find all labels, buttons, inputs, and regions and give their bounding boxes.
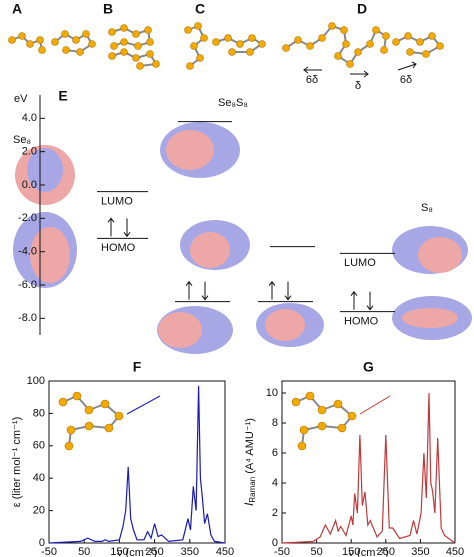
electron-arrow-head: [201, 295, 209, 301]
inset-atom: [299, 425, 309, 435]
inset-atom: [305, 391, 315, 401]
orbital-clouds: [13, 122, 472, 354]
inset-atom: [64, 441, 74, 451]
delta-label: δ: [355, 80, 361, 92]
y-axis-label: IRaman (A⁴ AMU⁻¹): [242, 418, 257, 506]
electron-arrow-head: [284, 295, 292, 301]
electron-arrow-head: [350, 290, 358, 296]
molecule-sketches: [8, 22, 444, 78]
y-tick-label: -2.0: [18, 212, 37, 224]
x-tick-label: 250: [145, 546, 163, 557]
inset-atom: [58, 397, 68, 407]
electron-arrow-head: [107, 217, 115, 223]
inset-atom: [337, 423, 347, 433]
inset-atom: [84, 421, 94, 431]
x-tick-label: 350: [411, 546, 429, 557]
plot-frame: [48, 380, 226, 544]
level-label: HOMO: [101, 242, 136, 254]
x-tick-label: -50: [274, 546, 290, 557]
y-tick-label: 60: [33, 440, 45, 452]
y-axis-label-part: Raman: [248, 477, 257, 503]
peak-pointer: [359, 395, 391, 415]
y-tick-label: 0.0: [22, 179, 37, 191]
x-tick-label: 450: [446, 546, 464, 557]
axis-unit: eV: [14, 93, 28, 105]
y-axis-label-part: (A⁴ AMU⁻¹): [244, 418, 256, 477]
y-tick-label: 0: [39, 537, 45, 549]
inset-bonds: [62, 394, 121, 447]
y-tick-label: 10: [266, 387, 278, 399]
x-tick-label: 50: [310, 546, 322, 557]
inset-molecule: [291, 391, 357, 451]
molecule-name: Se₈S₈: [218, 97, 248, 109]
y-tick-label: 2: [272, 507, 278, 519]
panel-label: B: [103, 1, 113, 17]
inset-atom: [317, 421, 327, 431]
inset-atom: [291, 397, 301, 407]
y-tick-label: 40: [33, 472, 45, 484]
inset-atom: [104, 423, 114, 433]
delta-label: 6δ: [400, 74, 412, 86]
level-label: HOMO: [344, 316, 379, 328]
y-tick-label: -6.0: [18, 279, 37, 291]
x-tick-label: 450: [216, 546, 234, 557]
inset-atom: [333, 399, 343, 409]
spectrum-line: [48, 385, 226, 544]
y-tick-label: -4.0: [18, 246, 37, 258]
peak-pointer: [126, 395, 161, 415]
y-tick-label: 8: [272, 417, 278, 429]
electron-arrow-head: [185, 280, 193, 286]
electron-arrow-head: [366, 305, 374, 311]
y-axis-label: ε (liter mol⁻¹ cm⁻¹): [11, 417, 23, 507]
inset-atom: [72, 391, 82, 401]
x-tick-label: -50: [41, 546, 57, 557]
y-tick-label: 2.0: [22, 146, 37, 158]
y-tick-label: 4.0: [22, 112, 37, 124]
spectrum-line: [281, 392, 456, 544]
molecule-name: S₈: [421, 202, 433, 214]
delta-label: 6δ: [306, 74, 318, 86]
x-tick-label: 150: [342, 546, 360, 557]
panel-label: G: [363, 359, 374, 375]
inset-bonds: [295, 394, 354, 447]
level-label: LUMO: [344, 257, 376, 269]
y-tick-label: 0: [272, 537, 278, 549]
plot-frame: [281, 380, 456, 544]
panel-label: E: [58, 88, 67, 104]
inset-atom: [100, 399, 110, 409]
x-axis-label: ν (cm⁻¹): [117, 547, 157, 557]
molecule-name: Se₈: [13, 134, 31, 146]
x-tick-label: 50: [78, 546, 90, 557]
panel-label: D: [357, 1, 367, 17]
inset-atom: [114, 411, 124, 421]
y-tick-label: -8.0: [18, 312, 37, 324]
inset-atom: [66, 425, 76, 435]
y-tick-label: 20: [33, 505, 45, 517]
inset-atom: [317, 405, 327, 415]
x-tick-label: 350: [181, 546, 199, 557]
y-tick-label: 100: [27, 375, 45, 387]
y-tick-label: 80: [33, 407, 45, 419]
inset-atom: [347, 411, 357, 421]
x-tick-label: 250: [377, 546, 395, 557]
x-axis-label: ν (cm⁻¹): [348, 547, 388, 557]
panel-label: C: [195, 1, 205, 17]
panel-label: F: [133, 359, 142, 375]
y-tick-label: 4: [272, 477, 278, 489]
electron-arrow-head: [123, 232, 131, 238]
inset-atom: [84, 405, 94, 415]
y-tick-label: 6: [272, 447, 278, 459]
electron-arrow-head: [268, 280, 276, 286]
inset-atom: [297, 441, 307, 451]
panel-label: A: [12, 1, 22, 17]
level-label: LUMO: [101, 196, 133, 208]
y-axis-label-part: I: [242, 502, 256, 506]
inset-molecule: [58, 391, 124, 451]
x-tick-label: 150: [110, 546, 128, 557]
